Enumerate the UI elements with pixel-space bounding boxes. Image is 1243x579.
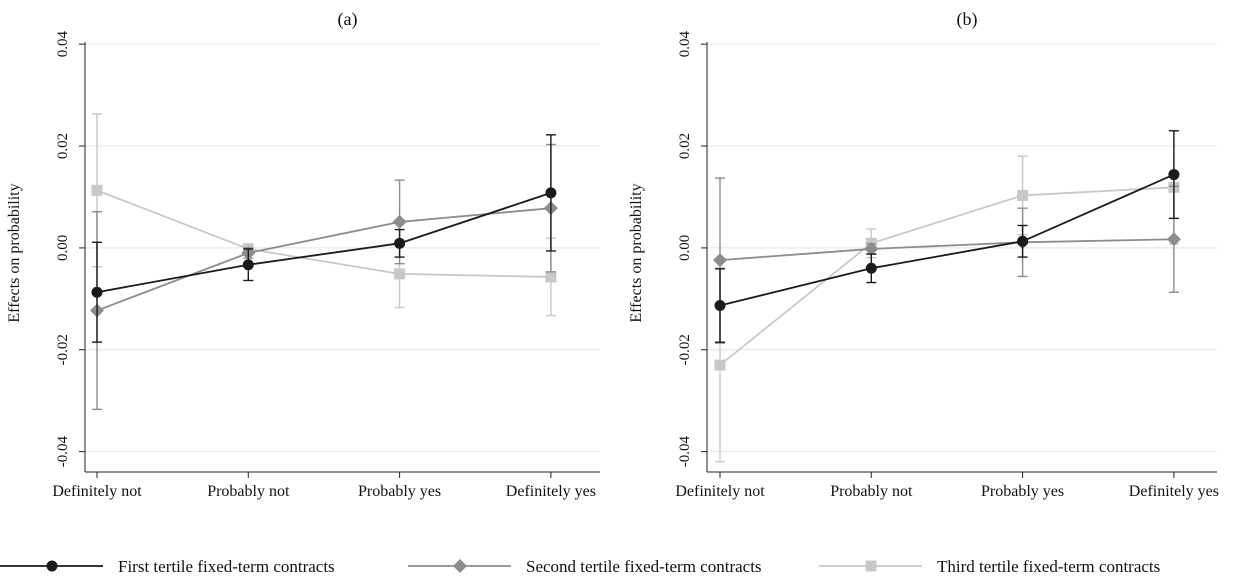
panel-b: -0.04 -0.02 0.00 0.02 0.04 Definitely not Prob…	[628, 9, 1219, 500]
y-tick-label: -0.04	[677, 436, 693, 468]
series-line	[719, 186, 1174, 366]
x-tick-label: Probably not	[207, 483, 290, 500]
y-tick-label: 0.00	[55, 235, 71, 261]
legend-item: Third tertile fixed-term contracts	[819, 557, 1160, 576]
series	[90, 143, 558, 411]
data-point	[713, 253, 727, 268]
series-line	[719, 173, 1175, 307]
data-point	[242, 259, 254, 271]
data-point	[1166, 232, 1181, 247]
y-tick-label: -0.02	[55, 334, 71, 365]
chart-title: (b)	[957, 9, 978, 30]
x-tick-label: Probably not	[830, 483, 913, 500]
x-tick-label: Definitely yes	[1129, 483, 1219, 500]
data-point	[392, 214, 407, 229]
legend-label: Third tertile fixed-term contracts	[937, 557, 1160, 576]
data-point	[545, 187, 557, 199]
y-tick-label: -0.04	[55, 436, 71, 468]
data-point	[1168, 169, 1180, 181]
data-point	[545, 271, 557, 283]
series	[714, 130, 1180, 343]
legend-marker	[453, 559, 467, 573]
legend-marker	[46, 560, 58, 572]
y-tick-label: 0.02	[55, 133, 71, 159]
x-tick-label: Probably yes	[981, 483, 1064, 500]
data-point	[91, 286, 103, 298]
series-line	[96, 189, 551, 278]
series	[714, 130, 1180, 463]
y-tick-label: 0.02	[677, 133, 693, 159]
x-tick-label: Definitely yes	[506, 483, 596, 500]
series	[91, 134, 557, 343]
y-tick-label: -0.02	[677, 334, 693, 365]
x-tick-label: Probably yes	[358, 483, 441, 500]
data-point	[91, 184, 103, 196]
legend-item: First tertile fixed-term contracts	[0, 557, 335, 576]
series-line	[719, 238, 1174, 262]
chart-title: (a)	[338, 9, 358, 30]
data-point	[394, 268, 406, 280]
series-line	[96, 207, 551, 312]
y-tick-label: 0.04	[55, 31, 71, 58]
data-point	[1017, 189, 1029, 201]
panel-a: -0.04 -0.02 0.00 0.02 0.04 Definitely not Prob…	[6, 9, 600, 500]
legend-label: First tertile fixed-term contracts	[118, 557, 335, 576]
data-point	[864, 241, 879, 256]
data-point	[394, 237, 406, 249]
y-tick-label: 0.00	[677, 235, 693, 261]
data-point	[714, 359, 726, 371]
series-line	[96, 192, 552, 294]
legend: First tertile fixed-term contracts Second…	[0, 557, 1160, 576]
y-tick-label: 0.04	[677, 31, 693, 58]
data-point	[714, 299, 726, 311]
data-point	[865, 262, 877, 274]
data-point	[1017, 235, 1029, 247]
x-tick-label: Definitely not	[52, 483, 142, 500]
legend-item: Second tertile fixed-term contracts	[408, 557, 762, 576]
legend-label: Second tertile fixed-term contracts	[526, 557, 762, 576]
legend-marker	[865, 560, 877, 572]
x-tick-label: Definitely not	[675, 483, 765, 500]
y-axis-label: Effects on probability	[628, 183, 645, 322]
y-axis-label: Effects on probability	[6, 183, 23, 322]
